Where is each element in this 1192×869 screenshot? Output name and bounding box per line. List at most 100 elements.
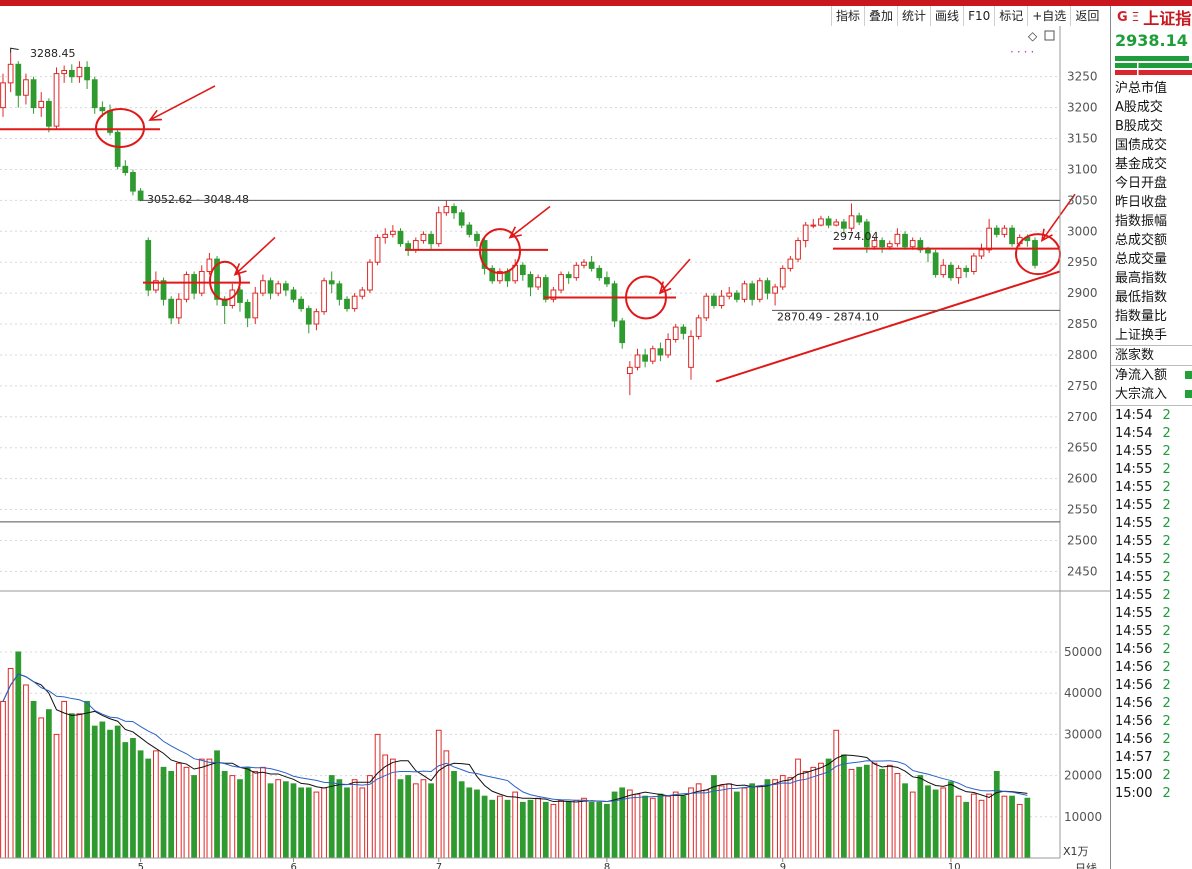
arrow-3-head — [508, 226, 522, 239]
candle-body — [611, 283, 618, 322]
volume-bar — [191, 775, 197, 859]
arrow-1 — [149, 85, 216, 121]
highlight-circle-5 — [1015, 233, 1061, 276]
volume-bar — [244, 766, 251, 859]
tick-row: 14:55 2 — [1111, 461, 1192, 479]
kline-chart[interactable]: 3288.45 3052.62 - 3048.48 2870.49 - 2874.1… — [0, 26, 1110, 869]
tick-row: 14:57 2 — [1111, 749, 1192, 767]
volume-bar — [779, 775, 786, 859]
indicator-button[interactable]: 指标 — [831, 6, 864, 26]
f10-button[interactable]: F10 — [963, 6, 994, 26]
volume-bar — [970, 793, 977, 859]
candle-body — [672, 326, 679, 340]
volume-bar — [856, 766, 863, 859]
candle-body — [856, 215, 863, 223]
tick-row: 14:54 2 — [1111, 407, 1192, 425]
volume-bar — [726, 783, 733, 859]
statistics-button[interactable]: 统计 — [897, 6, 930, 26]
candle-body — [948, 264, 954, 279]
tick-time: 14:55 — [1115, 498, 1153, 513]
candle-body — [183, 274, 190, 300]
tick-row: 15:00 2 — [1111, 767, 1192, 785]
dotted-marker-icon: ···· — [1010, 45, 1037, 59]
tick-value: 2 — [1162, 696, 1171, 711]
volume-bar — [688, 787, 694, 859]
quote-field-label: 今日开盘 — [1115, 176, 1168, 191]
candle-body — [642, 354, 649, 362]
candle-body — [848, 215, 855, 229]
candle-body — [1032, 240, 1038, 266]
candle-body — [313, 311, 320, 325]
volume-bar — [260, 766, 266, 859]
candle-body — [1001, 227, 1008, 235]
overlay-button[interactable]: 叠加 — [864, 6, 897, 26]
tick-row: 14:55 2 — [1111, 605, 1192, 623]
highlight-circle-1 — [95, 108, 145, 149]
mark-button[interactable]: 标记 — [994, 6, 1027, 26]
price-tick-label: 2800 — [1067, 348, 1098, 362]
tick-value: 2 — [1162, 408, 1171, 423]
candle-body — [626, 366, 633, 375]
candle-body — [733, 292, 740, 300]
volume-bar — [382, 754, 389, 859]
tick-time: 14:56 — [1115, 732, 1153, 747]
g-marker-icon[interactable]: G — [1117, 9, 1128, 25]
volume-bar — [1016, 803, 1023, 859]
price-tick-label: 2550 — [1067, 503, 1098, 517]
volume-bar — [818, 762, 824, 859]
volume-bar — [581, 797, 587, 859]
volume-bar — [359, 787, 366, 859]
volume-bar — [902, 783, 908, 859]
volume-bar — [183, 766, 190, 859]
volume-bar — [458, 781, 465, 859]
volume-bar — [344, 787, 350, 859]
tick-value: 2 — [1162, 444, 1171, 459]
volume-bar — [321, 787, 327, 859]
candle-body — [841, 221, 847, 229]
range-label-2: 2870.49 - 2874.10 — [777, 311, 879, 324]
quote-field-label: 沪总市值 — [1115, 81, 1168, 96]
candle-body — [894, 233, 901, 245]
volume-bar — [649, 797, 656, 859]
volume-bar — [558, 799, 564, 859]
candle-body — [726, 292, 733, 297]
back-button[interactable]: 返回 — [1070, 6, 1103, 26]
volume-bar — [91, 725, 98, 859]
volume-bar — [955, 795, 962, 859]
tick-time: 15:00 — [1115, 786, 1153, 801]
candle-body — [275, 283, 282, 294]
month-label: 5 — [138, 862, 144, 869]
candle-body — [122, 165, 129, 174]
volume-bar — [993, 770, 1000, 859]
tick-time: 14:56 — [1115, 642, 1153, 657]
candle-body — [879, 240, 885, 248]
candle-body — [634, 354, 641, 368]
tick-time: 14:55 — [1115, 570, 1153, 585]
candle-body — [497, 270, 503, 282]
candle-body — [0, 82, 6, 109]
quote-field-label: 大宗流入 — [1111, 385, 1192, 404]
candle-body — [160, 280, 167, 300]
volume-bar — [122, 742, 129, 859]
volume-bar — [565, 801, 572, 859]
tick-value: 2 — [1162, 498, 1171, 513]
volume-bar — [948, 781, 954, 859]
volume-bar — [53, 733, 60, 859]
tick-value: 2 — [1162, 570, 1171, 585]
draw-line-button[interactable]: 画线 — [930, 6, 963, 26]
tick-value: 2 — [1162, 516, 1171, 531]
tick-time: 14:57 — [1115, 750, 1153, 765]
tick-row: 15:00 2 — [1111, 785, 1192, 803]
volume-bar — [451, 770, 457, 859]
add-watchlist-button[interactable]: +自选 — [1027, 6, 1070, 26]
menu-icon[interactable]: Ξ — [1131, 10, 1140, 24]
month-label: 10 — [948, 862, 961, 869]
candle-body — [282, 283, 289, 291]
tick-value: 2 — [1162, 426, 1171, 441]
volume-bar — [497, 795, 503, 859]
high-pointer — [10, 47, 19, 53]
volume-bar — [367, 775, 373, 859]
tick-time: 14:55 — [1115, 480, 1153, 495]
volume-bar — [1001, 795, 1008, 859]
price-tick-label: 3050 — [1067, 193, 1098, 207]
